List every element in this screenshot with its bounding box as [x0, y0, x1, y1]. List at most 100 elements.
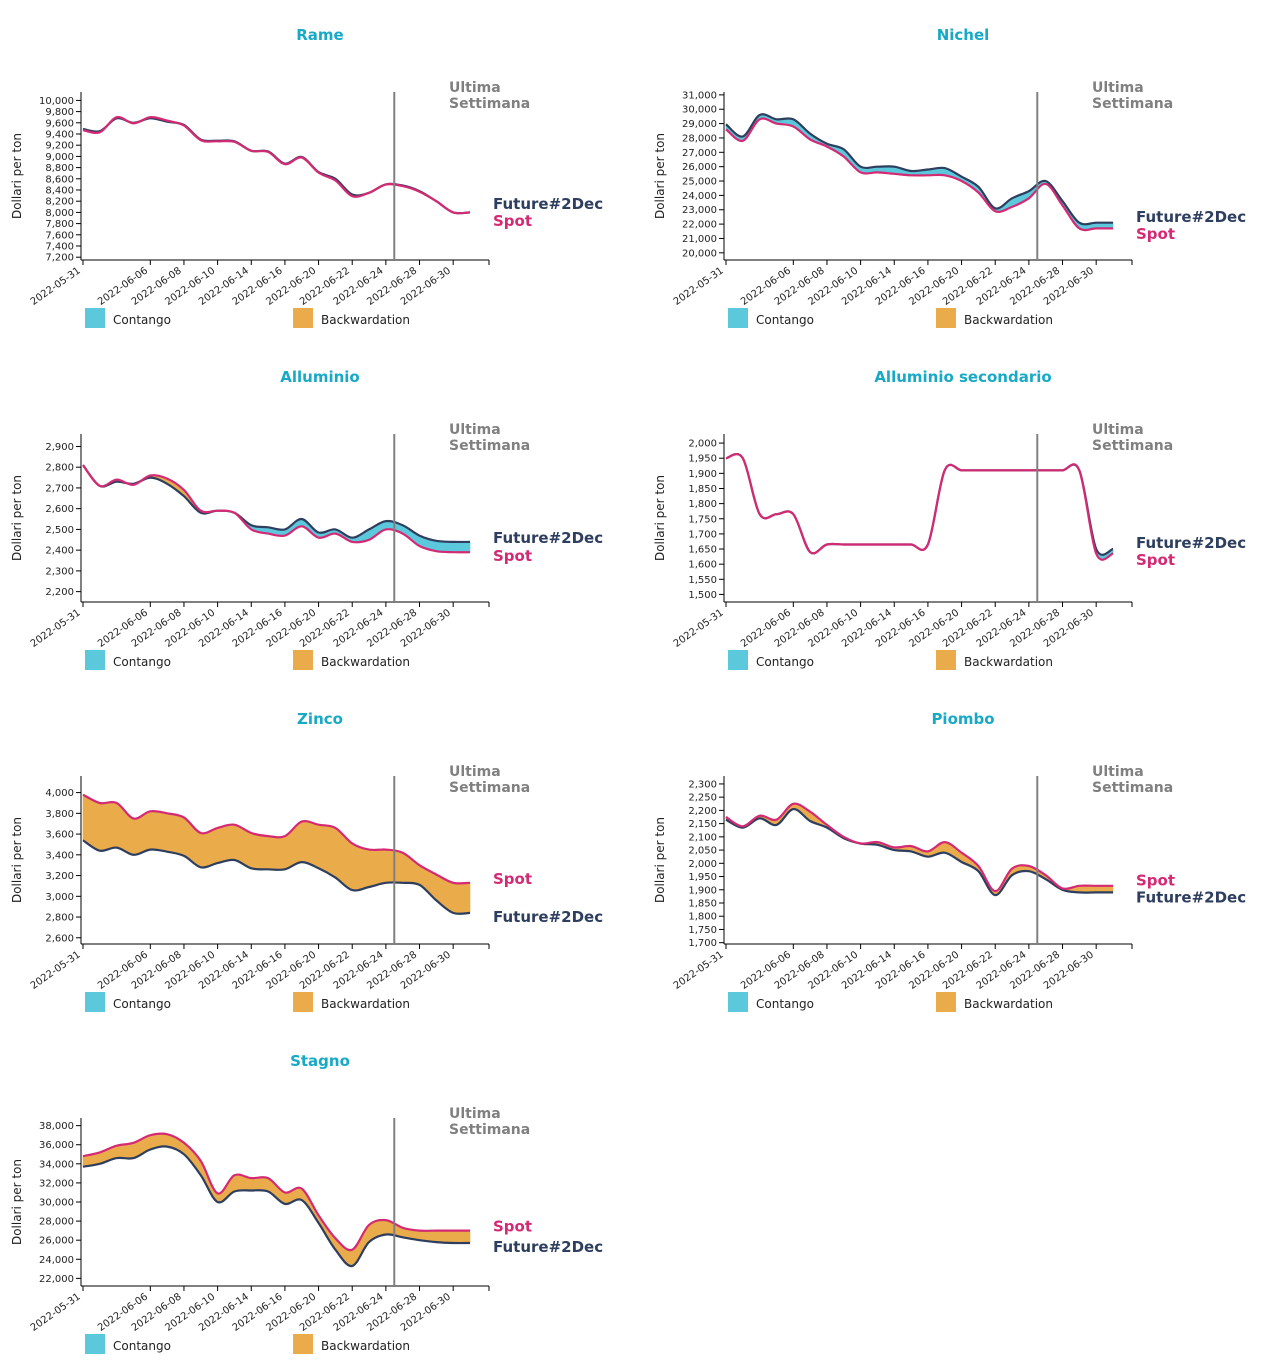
chart-svg: 1,500 1,550 1,600 1,650 1,700 1,750 1,800 1,850… [653, 422, 1246, 670]
legend-contango-swatch [728, 308, 748, 328]
legend: Contango Backwardation [728, 308, 1053, 328]
future-end-label: Future#2Dec [1136, 889, 1246, 907]
y-tick-label: 8,000 [45, 208, 74, 219]
spot-end-label: Spot [1136, 551, 1175, 569]
y-tick-label: 7,400 [45, 242, 74, 253]
last-week-label-line2: Settimana [449, 780, 530, 796]
axes: 20,000 21,000 22,000 23,000 24,000 25,000 26,0… [672, 90, 1133, 308]
y-tick-label: 1,850 [688, 484, 717, 495]
y-tick-label: 2,000 [688, 439, 717, 450]
x-tick-label: 2022-05-31 [29, 607, 83, 649]
y-tick-label: 1,600 [688, 560, 717, 571]
legend-backwardation-swatch [293, 650, 313, 670]
y-tick-label: 9,400 [45, 130, 74, 141]
y-tick-label: 1,800 [688, 912, 717, 923]
y-tick-label: 1,950 [688, 454, 717, 465]
chart-title: Alluminio [280, 368, 360, 386]
chart-svg: 1,700 1,750 1,800 1,850 1,900 1,950 2,000 2,050… [653, 764, 1246, 1012]
y-tick-label: 2,150 [688, 819, 717, 830]
backwardation-area [776, 803, 794, 826]
y-tick-label: 23,000 [682, 205, 717, 216]
y-tick-label: 3,800 [45, 809, 74, 820]
backwardation-area [368, 849, 387, 888]
last-week-label-line1: Ultima [449, 80, 501, 96]
backwardation-area [251, 832, 269, 870]
legend-contango-swatch [728, 650, 748, 670]
y-tick-label: 29,000 [682, 119, 717, 130]
y-tick-label: 3,200 [45, 871, 74, 882]
chart-svg: 2,200 2,300 2,400 2,500 2,600 2,700 2,800 2,900… [10, 422, 603, 670]
legend: Contango Backwardation [728, 992, 1053, 1012]
fill-areas [82, 794, 471, 915]
y-tick-label: 1,650 [688, 545, 717, 556]
y-tick-label: 21,000 [682, 234, 717, 245]
spot-line [82, 464, 471, 554]
y-tick-label: 22,000 [682, 220, 717, 231]
contango-area [452, 541, 471, 553]
last-week-label-line2: Settimana [1092, 438, 1173, 454]
y-tick-label: 1,800 [688, 499, 717, 510]
spot-end-label: Spot [493, 1218, 532, 1236]
last-week-label-line2: Settimana [1092, 780, 1173, 796]
y-tick-label: 3,600 [45, 830, 74, 841]
y-tick-label: 2,100 [688, 832, 717, 843]
legend-backwardation-swatch [936, 992, 956, 1012]
y-tick-label: 1,500 [688, 590, 717, 601]
legend: Contango Backwardation [85, 1334, 410, 1354]
y-tick-label: 3,400 [45, 850, 74, 861]
y-tick-label: 1,950 [688, 872, 717, 883]
x-tick-label: 2022-05-31 [29, 949, 83, 991]
legend-backwardation-swatch [293, 1334, 313, 1354]
y-tick-label: 2,300 [45, 566, 74, 577]
legend-backwardation-swatch [293, 992, 313, 1012]
y-tick-label: 8,200 [45, 197, 74, 208]
y-tick-label: 2,250 [688, 793, 717, 804]
legend: Contango Backwardation [85, 992, 410, 1012]
y-tick-label: 38,000 [39, 1121, 74, 1132]
last-week-label-line2: Settimana [449, 1122, 530, 1138]
future-end-label: Future#2Dec [493, 1238, 603, 1256]
spot-end-label: Spot [1136, 225, 1175, 243]
axes: 1,500 1,550 1,600 1,650 1,700 1,750 1,800 1,850… [672, 434, 1133, 650]
legend-backwardation-label: Backwardation [964, 655, 1053, 669]
last-week-label-line1: Ultima [449, 764, 501, 780]
fill-areas [82, 116, 437, 202]
future-end-label: Future#2Dec [493, 908, 603, 926]
spot-line [82, 115, 471, 215]
future-line [82, 839, 471, 915]
spot-end-label: Spot [493, 547, 532, 565]
chart-title: Piombo [931, 710, 995, 728]
spot-line [82, 793, 471, 885]
legend-contango-label: Contango [113, 655, 171, 669]
y-tick-label: 2,700 [45, 483, 74, 494]
future-line [725, 113, 1113, 226]
future-end-label: Future#2Dec [1136, 534, 1246, 552]
legend-contango-label: Contango [113, 997, 171, 1011]
spot-line [725, 117, 1113, 232]
y-tick-label: 7,800 [45, 219, 74, 230]
last-week-label-line1: Ultima [1092, 80, 1144, 96]
y-tick-label: 1,750 [688, 514, 717, 525]
y-tick-label: 20,000 [682, 248, 717, 259]
backwardation-area [436, 1230, 454, 1244]
backwardation-area [452, 1230, 471, 1244]
chart-svg: 2,600 2,800 3,000 3,200 3,400 3,600 3,800 4,000… [10, 764, 603, 1012]
y-tick-label: 2,600 [45, 504, 74, 515]
chart-panel-stagno: Stagno 22,000 24,000 26,000 28,000 30,000 32,0… [0, 1026, 640, 1368]
legend-backwardation-swatch [936, 308, 956, 328]
y-tick-label: 1,850 [688, 898, 717, 909]
legend-backwardation-swatch [936, 650, 956, 670]
y-tick-label: 30,000 [682, 105, 717, 116]
y-tick-label: 8,600 [45, 174, 74, 185]
chart-panel-alluminio-secondario: Alluminio secondario 1,500 1,550 1,600 1,650… [643, 342, 1280, 684]
y-tick-label: 27,000 [682, 148, 717, 159]
y-tick-label: 9,800 [45, 107, 74, 118]
last-week-label-line1: Ultima [449, 1106, 501, 1122]
spot-line [725, 453, 1114, 561]
y-tick-label: 2,500 [45, 525, 74, 536]
y-tick-label: 32,000 [39, 1178, 74, 1189]
axes: 7,2007,4007,6007,8008,0008,2008,4008,600… [29, 92, 490, 308]
y-tick-label: 2,200 [688, 806, 717, 817]
y-tick-label: 26,000 [682, 162, 717, 173]
future-line [82, 116, 471, 215]
